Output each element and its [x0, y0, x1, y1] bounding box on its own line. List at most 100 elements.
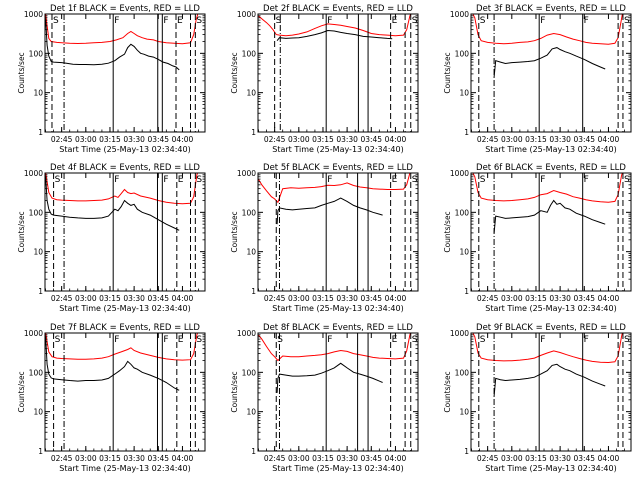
y-axis-label: Counts/sec: [17, 371, 26, 412]
marker-label: S: [624, 175, 630, 185]
detector-panel: Det 6f BLACK = Events, RED = LLD S F F S 1 10 1…: [443, 163, 632, 313]
plot-frame: [470, 172, 632, 292]
panel-title: Det 7f BLACK = Events, RED = LLD: [50, 323, 200, 333]
panel-title: Det 9f BLACK = Events, RED = LLD: [476, 323, 626, 333]
plot-frame: [257, 332, 419, 452]
marker-label: S: [276, 16, 282, 26]
y-tick-label: 100: [29, 49, 44, 58]
y-tick-label: 1: [464, 287, 469, 296]
y-tick-label: 1: [38, 128, 43, 137]
marker-label: F: [327, 335, 332, 345]
marker-label: S: [277, 335, 283, 345]
detector-panel: Det 5f BLACK = Events, RED = LLD F E S 1 10 10…: [230, 163, 419, 313]
x-tick-label: 02:45: [51, 294, 73, 303]
x-tick-label: 02:45: [264, 454, 286, 463]
x-tick-label: 03:00: [501, 454, 523, 463]
y-axis-label: Counts/sec: [17, 52, 26, 93]
x-axis-label: Start Time (25-May-13 02:34:40): [59, 145, 190, 154]
marker-label: E: [392, 175, 398, 185]
plot-frame: [44, 13, 206, 133]
x-axis-label: Start Time (25-May-13 02:34:40): [485, 304, 616, 313]
marker-label: S: [480, 175, 486, 185]
y-tick-label: 1: [251, 287, 256, 296]
lld-series-line: [472, 14, 623, 45]
y-tick-label: 100: [455, 208, 470, 217]
x-tick-label: 03:15: [312, 294, 334, 303]
panel-title: Det 1f BLACK = Events, RED = LLD: [50, 4, 200, 14]
x-axis-label: Start Time (25-May-13 02:34:40): [485, 145, 616, 154]
y-tick-label: 1000: [450, 10, 469, 19]
marker-label: E: [392, 335, 398, 345]
panel-title: Det 5f BLACK = Events, RED = LLD: [263, 163, 413, 173]
x-tick-label: 03:45: [360, 454, 382, 463]
x-tick-label: 03:15: [525, 135, 547, 144]
marker-label: S: [624, 16, 630, 26]
x-tick-label: 03:30: [549, 294, 571, 303]
x-tick-label: 03:00: [501, 294, 523, 303]
x-tick-label: 03:45: [360, 294, 382, 303]
plot-frame: [257, 172, 419, 292]
x-tick-label: 04:00: [385, 294, 407, 303]
x-tick-label: 04:00: [172, 294, 194, 303]
y-tick-label: 1: [464, 128, 469, 137]
x-tick-label: 02:45: [264, 135, 286, 144]
y-tick-label: 10: [459, 408, 469, 417]
x-tick-label: 03:15: [525, 294, 547, 303]
y-tick-label: 100: [29, 208, 44, 217]
x-tick-label: 03:30: [123, 294, 145, 303]
lld-series-line: [258, 14, 412, 37]
y-tick-label: 1: [251, 447, 256, 456]
x-tick-label: 02:45: [264, 294, 286, 303]
marker-label: F: [114, 175, 119, 185]
events-series-line: [276, 29, 393, 42]
x-tick-label: 04:00: [598, 454, 620, 463]
detector-panel: Det 3f BLACK = Events, RED = LLD S F F S 1 10 1…: [443, 4, 632, 154]
x-axis-label: Start Time (25-May-13 02:34:40): [272, 464, 403, 473]
x-tick-label: 03:45: [360, 135, 382, 144]
marker-label: S: [480, 335, 486, 345]
detector-panel: Det 8f BLACK = Events, RED = LLD S F E S 1 10 1…: [230, 323, 419, 473]
y-tick-label: 100: [242, 49, 257, 58]
marker-label: F: [584, 335, 589, 345]
marker-label: E: [178, 335, 184, 345]
marker-label: F: [163, 335, 168, 345]
panel-title: Det 3f BLACK = Events, RED = LLD: [476, 4, 626, 14]
x-tick-label: 04:00: [598, 294, 620, 303]
x-tick-label: 03:15: [312, 454, 334, 463]
y-tick-label: 10: [246, 408, 256, 417]
marker-label: S: [624, 335, 630, 345]
lld-series-line: [258, 333, 412, 362]
y-tick-label: 1000: [237, 169, 256, 178]
y-tick-label: 100: [29, 368, 44, 377]
x-tick-label: 03:30: [549, 454, 571, 463]
panel-title: Det 4f BLACK = Events, RED = LLD: [50, 163, 200, 173]
x-tick-label: 04:00: [172, 135, 194, 144]
x-axis-label: Start Time (25-May-13 02:34:40): [485, 464, 616, 473]
y-tick-label: 1: [251, 128, 256, 137]
marker-label: E: [177, 16, 183, 26]
x-tick-label: 03:45: [147, 454, 169, 463]
x-tick-label: 02:45: [477, 454, 499, 463]
marker-label: S: [55, 175, 61, 185]
lld-series-line: [472, 173, 623, 203]
events-series-line: [276, 362, 383, 393]
x-tick-label: 02:45: [477, 135, 499, 144]
y-tick-label: 1000: [24, 169, 43, 178]
x-tick-label: 03:45: [573, 454, 595, 463]
x-tick-label: 04:00: [598, 135, 620, 144]
marker-label: F: [327, 175, 332, 185]
y-axis-label: Counts/sec: [230, 371, 239, 412]
events-series-line: [45, 174, 180, 231]
marker-label: F: [114, 335, 119, 345]
events-series-line: [493, 199, 606, 233]
plot-frame: [44, 172, 206, 292]
plot-frame: [470, 332, 632, 452]
x-tick-label: 03:00: [288, 294, 310, 303]
x-tick-label: 03:15: [99, 135, 121, 144]
x-tick-label: 03:30: [336, 135, 358, 144]
lld-series-line: [45, 14, 199, 45]
x-tick-label: 03:00: [75, 135, 97, 144]
